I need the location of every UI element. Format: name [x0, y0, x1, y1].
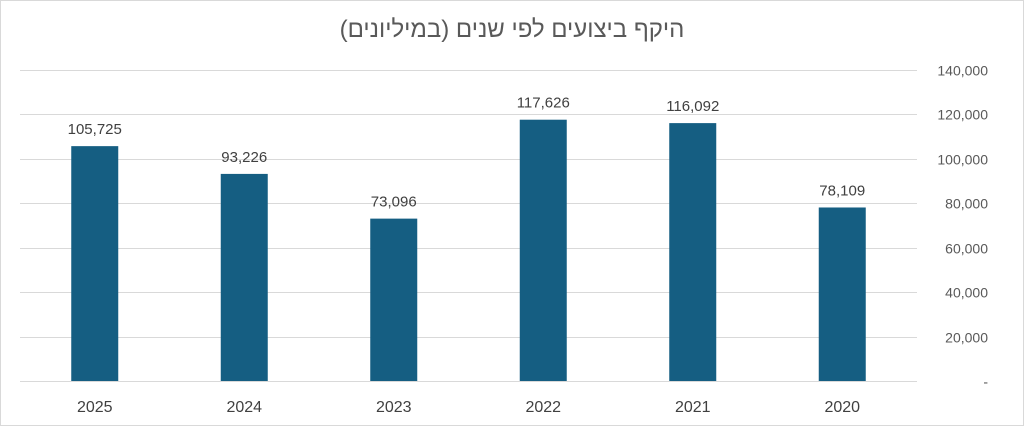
- category-label-2021: 2021: [675, 399, 711, 416]
- y-tick-label: 60,000: [945, 241, 988, 257]
- y-tick-label: -: [983, 374, 988, 390]
- category-label-2022: 2022: [525, 399, 561, 416]
- bar-2020: [818, 207, 866, 381]
- y-tick-label: 40,000: [945, 285, 988, 301]
- data-label-2023: 73,096: [371, 194, 417, 211]
- y-tick-label: 100,000: [937, 152, 988, 168]
- data-label-2024: 93,226: [221, 149, 267, 166]
- y-axis-tick-labels: - 20,000 40,000 60,000 80,000 100,000 120,000 1…: [937, 63, 988, 390]
- data-labels: 105,725 93,226 73,096 117,626 116,092 78,109: [68, 95, 866, 211]
- bar-2023: [370, 218, 418, 381]
- bar-2024: [220, 173, 268, 381]
- category-label-2023: 2023: [376, 399, 412, 416]
- bar-2022: [519, 119, 567, 381]
- bar-2021: [669, 123, 717, 381]
- gridlines: [20, 70, 917, 382]
- data-label-2021: 116,092: [666, 98, 719, 115]
- data-label-2020: 78,109: [819, 182, 865, 199]
- y-tick-label: 120,000: [937, 107, 988, 123]
- chart-title: היקף ביצועים לפי שנים (במיליונים): [339, 16, 685, 43]
- y-tick-label: 80,000: [945, 196, 988, 212]
- category-labels: 2025 2024 2023 2022 2021 2020: [77, 399, 860, 416]
- category-label-2025: 2025: [77, 399, 113, 416]
- data-label-2022: 117,626: [517, 95, 570, 112]
- bar-2025: [71, 146, 119, 381]
- bars: [71, 119, 866, 381]
- category-label-2020: 2020: [824, 399, 860, 416]
- category-label-2024: 2024: [226, 399, 262, 416]
- y-tick-label: 20,000: [945, 330, 988, 346]
- y-tick-label: 140,000: [937, 63, 988, 79]
- data-label-2025: 105,725: [68, 121, 122, 138]
